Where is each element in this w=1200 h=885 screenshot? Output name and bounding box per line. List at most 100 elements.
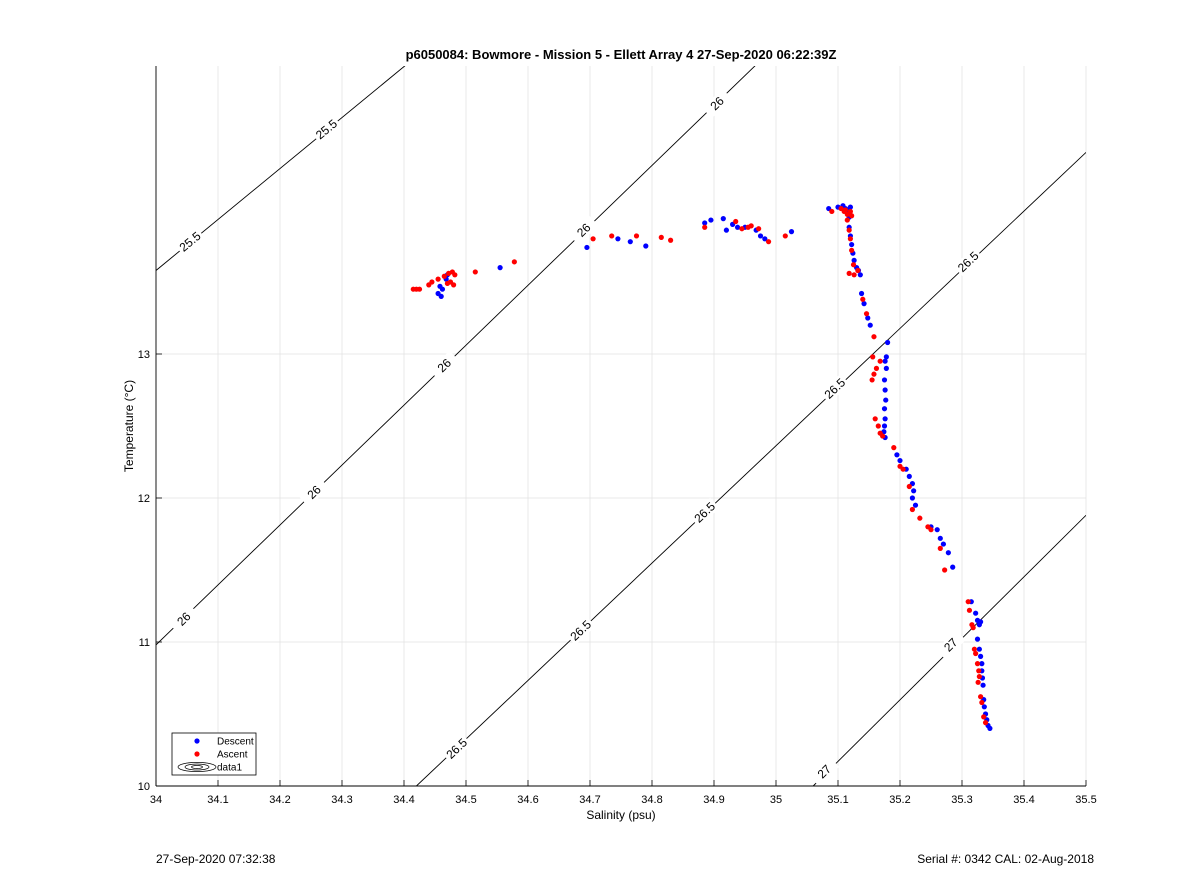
point-ascent [849, 213, 855, 219]
contour-label-bg [819, 373, 850, 404]
point-ascent [974, 661, 981, 667]
x-tick-label: 34.1 [207, 794, 228, 806]
point-ascent [765, 239, 772, 245]
point-ascent [937, 545, 943, 552]
point-ascent [971, 646, 978, 652]
density-contour-26 [156, 66, 756, 646]
point-descent [708, 217, 714, 223]
y-axis-label: Temperature (°C) [122, 380, 136, 472]
point-descent [974, 636, 981, 642]
x-tick-label: 34.7 [579, 794, 600, 806]
point-ascent [900, 466, 906, 472]
contour-label-bg [565, 615, 596, 646]
point-ascent [982, 720, 989, 726]
point-ascent [975, 679, 981, 685]
footer-serial-cal: Serial #: 0342 CAL: 02-Aug-2018 [917, 852, 1094, 866]
point-descent [882, 358, 888, 364]
tick-labels: 34 34.1 34.2 34.3 34.4 34.5 34.6 34.7 34.8 34.9 35… [138, 349, 1097, 806]
point-ascent [472, 269, 478, 275]
x-tick-label: 34.6 [517, 794, 538, 806]
point-descent [909, 495, 916, 501]
point-ascent [609, 233, 615, 239]
contour-label-bg [809, 756, 840, 787]
point-ascent [668, 237, 674, 243]
point-ascent [756, 226, 762, 232]
point-ascent [973, 650, 979, 657]
legend-marker-descent [194, 738, 200, 744]
point-descent [978, 653, 984, 660]
point-descent [987, 725, 993, 732]
point-descent [950, 564, 956, 570]
grid-lines [155, 66, 1087, 787]
point-descent [912, 502, 919, 508]
point-ascent [875, 423, 881, 429]
legend-label-descent: Descent [217, 737, 254, 748]
point-ascent [872, 416, 878, 422]
point-ascent [965, 599, 971, 605]
point-descent [497, 265, 503, 271]
point-descent [882, 387, 888, 393]
point-ascent [733, 218, 739, 225]
contour-label-bg [953, 247, 984, 277]
contour-labels: 25.525.5262626262626.526.526.526.526.527… [168, 88, 984, 787]
y-tick-label: 13 [138, 349, 150, 361]
x-tick-label: 34.2 [269, 794, 290, 806]
x-tick-label: 34.9 [703, 794, 724, 806]
point-ascent [847, 208, 854, 215]
point-ascent [782, 233, 788, 239]
point-descent [858, 290, 865, 297]
point-ascent [970, 625, 976, 631]
point-ascent [877, 358, 883, 364]
density-contours [156, 66, 1086, 786]
point-descent [438, 293, 444, 299]
point-ascent [844, 217, 850, 223]
point-ascent [702, 224, 708, 230]
point-descent [945, 550, 951, 556]
contour-label-bg [568, 215, 599, 245]
point-descent [980, 682, 986, 688]
legend-marker-ascent [194, 751, 200, 757]
point-descent [979, 661, 985, 667]
point-descent [615, 236, 621, 242]
point-ascent [590, 236, 596, 242]
point-ascent [850, 262, 857, 268]
point-descent [757, 233, 764, 239]
x-tick-label: 34.5 [455, 794, 476, 806]
contour-label-bg [299, 477, 330, 508]
point-descent [851, 257, 857, 263]
point-ascent [846, 227, 852, 233]
x-tick-label: 34.8 [641, 794, 662, 806]
point-descent [978, 619, 984, 625]
contour-label-bg [311, 115, 342, 144]
point-descent [847, 204, 854, 210]
point-ascent [860, 296, 866, 302]
point-ascent [847, 236, 854, 242]
point-descent [788, 229, 795, 235]
point-descent [702, 220, 708, 226]
point-descent [584, 244, 590, 251]
point-ascent [917, 515, 923, 521]
point-ascent [869, 377, 875, 383]
x-tick-label: 35.1 [827, 794, 848, 806]
point-ascent [976, 668, 982, 674]
point-descent [981, 704, 987, 710]
contour-label-bg [174, 227, 206, 256]
point-ascent [966, 607, 973, 613]
point-ascent [909, 506, 916, 513]
point-descent [762, 236, 768, 242]
point-ascent [855, 267, 861, 274]
point-ascent [979, 699, 985, 706]
point-ascent [444, 280, 450, 287]
contour-label-bg [441, 733, 472, 764]
point-ascent [435, 276, 441, 282]
legend-label-ascent: Ascent [217, 750, 248, 761]
x-tick-label: 35.4 [1013, 794, 1034, 806]
point-ascent [928, 527, 934, 533]
point-descent [883, 354, 889, 360]
x-tick-label: 34.3 [331, 794, 352, 806]
x-tick-label: 34.4 [393, 794, 414, 806]
point-ascent [978, 694, 984, 700]
point-ascent [829, 208, 835, 215]
y-tick-label: 11 [139, 637, 150, 649]
